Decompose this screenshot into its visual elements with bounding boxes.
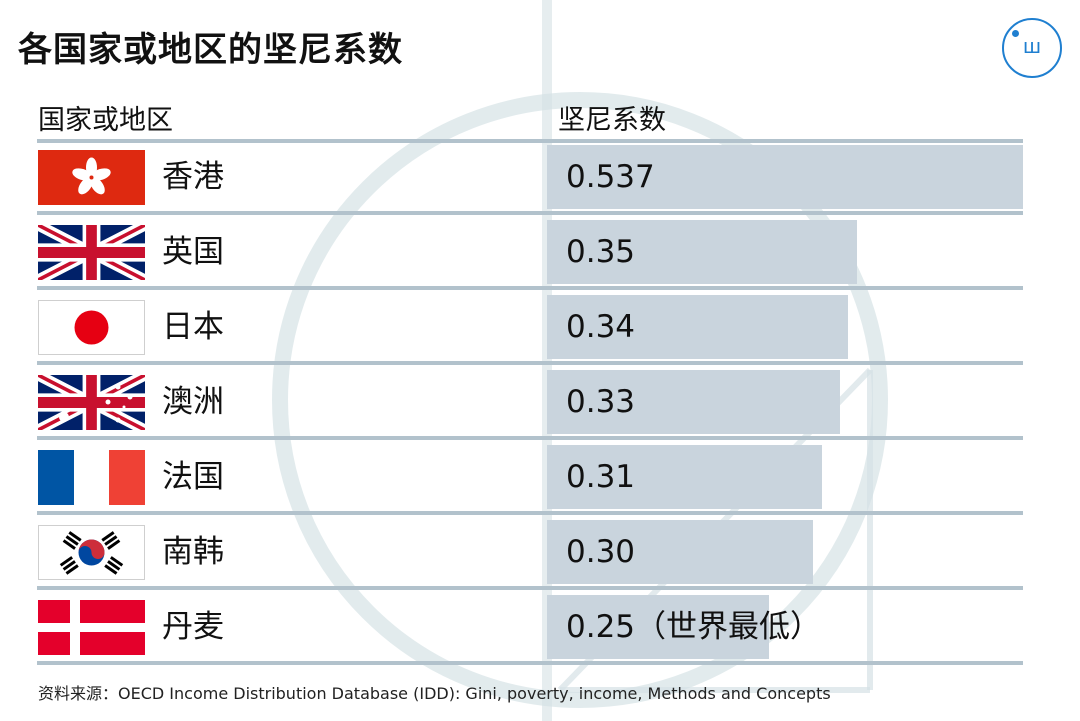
category-label: 英国 (162, 234, 224, 270)
japan-flag-icon (38, 300, 145, 355)
uk-flag-icon (38, 225, 145, 280)
header-separator (37, 139, 1023, 143)
brand-logo-icon: ш (1002, 18, 1062, 78)
category-label: 南韩 (162, 534, 224, 570)
bar-5 (547, 520, 813, 584)
category-label: 法国 (162, 459, 224, 495)
row-separator (37, 211, 1023, 215)
bar-0 (547, 145, 1023, 209)
value-label: 0.537 (566, 159, 655, 195)
row-separator (37, 361, 1023, 365)
category-label: 香港 (162, 159, 224, 195)
bar-6 (547, 595, 769, 659)
value-label: 0.31 (566, 459, 636, 495)
value-label: 0.35 (566, 234, 636, 270)
category-label: 日本 (162, 309, 224, 345)
value-label: 0.25（世界最低） (566, 609, 822, 645)
page-title: 各国家或地区的坚尼系数 (18, 30, 403, 70)
row-separator (37, 286, 1023, 290)
row-separator (37, 511, 1023, 515)
row-separator (37, 661, 1023, 665)
value-column-header: 坚尼系数 (558, 105, 666, 136)
korea-flag-icon (38, 525, 145, 580)
category-label: 澳洲 (162, 384, 224, 420)
value-label: 0.33 (566, 384, 636, 420)
denmark-flag-icon (38, 600, 145, 655)
row-separator (37, 586, 1023, 590)
bar-1 (547, 220, 857, 284)
australia-flag-icon (38, 375, 145, 430)
row-separator (37, 436, 1023, 440)
category-label: 丹麦 (162, 609, 224, 645)
bar-4 (547, 445, 822, 509)
source-note: 资料来源：OECD Income Distribution Database (… (38, 684, 831, 703)
bar-2 (547, 295, 848, 359)
region-column-header: 国家或地区 (38, 105, 173, 136)
logo-glyph: ш (1022, 34, 1042, 58)
hong-kong-flag-icon (38, 150, 145, 205)
bar-3 (547, 370, 840, 434)
value-label: 0.34 (566, 309, 636, 345)
value-label: 0.30 (566, 534, 636, 570)
france-flag-icon (38, 450, 145, 505)
logo-dot (1012, 30, 1019, 37)
